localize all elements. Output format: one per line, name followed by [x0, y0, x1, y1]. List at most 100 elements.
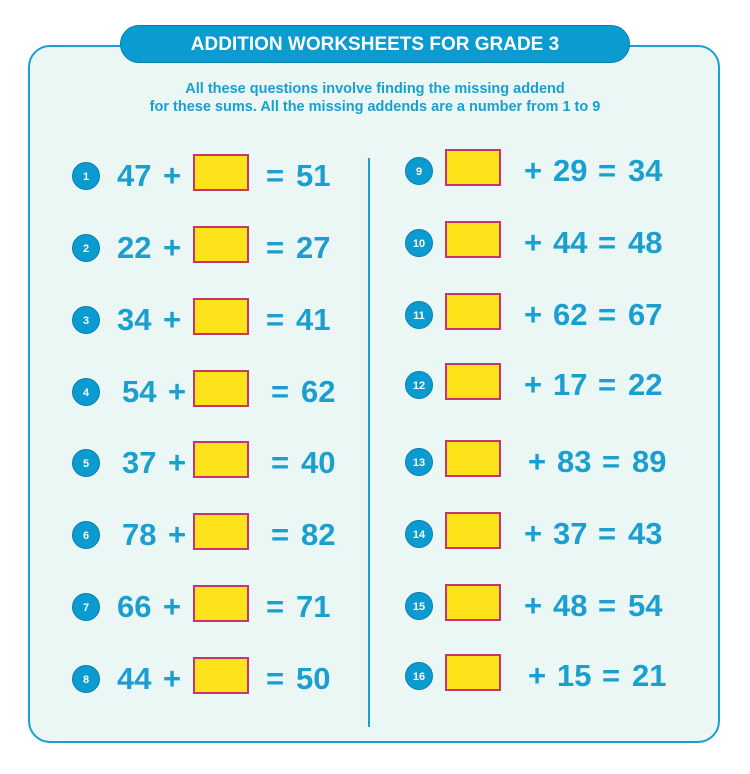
plus-sign: +	[168, 374, 187, 409]
instructions-line-1: All these questions involve finding the …	[185, 81, 565, 97]
column-divider	[368, 158, 370, 727]
question-number-badge: 13	[405, 448, 433, 476]
answer-box[interactable]	[193, 657, 249, 694]
plus-sign: +	[524, 588, 543, 623]
addend: 83	[557, 444, 592, 479]
question-number-badge: 6	[72, 521, 100, 549]
sum: 48	[628, 225, 663, 260]
answer-box[interactable]	[193, 154, 249, 191]
equals-sign: =	[271, 374, 290, 409]
addend: 66	[117, 589, 152, 624]
sum: 67	[628, 297, 663, 332]
equals-sign: =	[266, 158, 285, 193]
question-number-badge: 2	[72, 234, 100, 262]
equals-sign: =	[602, 444, 621, 479]
addend: 47	[117, 158, 152, 193]
equals-sign: =	[266, 661, 285, 696]
answer-box[interactable]	[193, 441, 249, 478]
question-number-badge: 8	[72, 665, 100, 693]
sum: 54	[628, 588, 663, 623]
sum: 51	[296, 158, 331, 193]
equals-sign: =	[266, 302, 285, 337]
addend: 78	[122, 517, 157, 552]
addend: 54	[122, 374, 157, 409]
plus-sign: +	[168, 445, 187, 480]
sum: 89	[632, 444, 667, 479]
equals-sign: =	[271, 517, 290, 552]
instructions-line-2: for these sums. All the missing addends …	[149, 99, 601, 115]
equals-sign: =	[598, 297, 617, 332]
addend: 62	[553, 297, 588, 332]
plus-sign: +	[168, 517, 187, 552]
plus-sign: +	[524, 297, 543, 332]
answer-box[interactable]	[193, 226, 249, 263]
sum: 71	[296, 589, 331, 624]
addend: 48	[553, 588, 588, 623]
addend: 37	[122, 445, 157, 480]
plus-sign: +	[524, 153, 543, 188]
question-number-badge: 5	[72, 449, 100, 477]
plus-sign: +	[163, 302, 182, 337]
sum: 22	[628, 367, 663, 402]
sum: 34	[628, 153, 663, 188]
answer-box[interactable]	[193, 370, 249, 407]
worksheet-frame	[28, 45, 720, 743]
question-number-badge: 16	[405, 662, 433, 690]
equals-sign: =	[602, 658, 621, 693]
sum: 41	[296, 302, 331, 337]
answer-box[interactable]	[445, 293, 501, 330]
question-number-badge: 14	[405, 520, 433, 548]
sum: 43	[628, 516, 663, 551]
addend: 44	[117, 661, 152, 696]
answer-box[interactable]	[445, 440, 501, 477]
equals-sign: =	[598, 225, 617, 260]
question-number-badge: 10	[405, 229, 433, 257]
plus-sign: +	[528, 444, 547, 479]
question-number-badge: 11	[405, 301, 433, 329]
plus-sign: +	[163, 230, 182, 265]
question-number-badge: 3	[72, 306, 100, 334]
answer-box[interactable]	[445, 512, 501, 549]
equals-sign: =	[598, 588, 617, 623]
worksheet-title: ADDITION WORKSHEETS FOR GRADE 3	[120, 25, 630, 63]
plus-sign: +	[528, 658, 547, 693]
equals-sign: =	[598, 367, 617, 402]
question-number-badge: 15	[405, 592, 433, 620]
addend: 15	[557, 658, 592, 693]
plus-sign: +	[163, 589, 182, 624]
answer-box[interactable]	[445, 221, 501, 258]
plus-sign: +	[524, 367, 543, 402]
addend: 22	[117, 230, 152, 265]
equals-sign: =	[266, 589, 285, 624]
sum: 62	[301, 374, 336, 409]
question-number-badge: 4	[72, 378, 100, 406]
equals-sign: =	[266, 230, 285, 265]
plus-sign: +	[524, 225, 543, 260]
answer-box[interactable]	[193, 513, 249, 550]
sum: 40	[301, 445, 336, 480]
answer-box[interactable]	[193, 585, 249, 622]
answer-box[interactable]	[445, 584, 501, 621]
question-number-badge: 9	[405, 157, 433, 185]
equals-sign: =	[598, 516, 617, 551]
addend: 37	[553, 516, 588, 551]
sum: 50	[296, 661, 331, 696]
plus-sign: +	[163, 661, 182, 696]
plus-sign: +	[524, 516, 543, 551]
answer-box[interactable]	[445, 654, 501, 691]
sum: 82	[301, 517, 336, 552]
question-number-badge: 7	[72, 593, 100, 621]
plus-sign: +	[163, 158, 182, 193]
sum: 21	[632, 658, 667, 693]
equals-sign: =	[598, 153, 617, 188]
answer-box[interactable]	[445, 149, 501, 186]
addend: 29	[553, 153, 588, 188]
addend: 44	[553, 225, 588, 260]
question-number-badge: 12	[405, 371, 433, 399]
addend: 17	[553, 367, 588, 402]
question-number-badge: 1	[72, 162, 100, 190]
answer-box[interactable]	[193, 298, 249, 335]
answer-box[interactable]	[445, 363, 501, 400]
equals-sign: =	[271, 445, 290, 480]
